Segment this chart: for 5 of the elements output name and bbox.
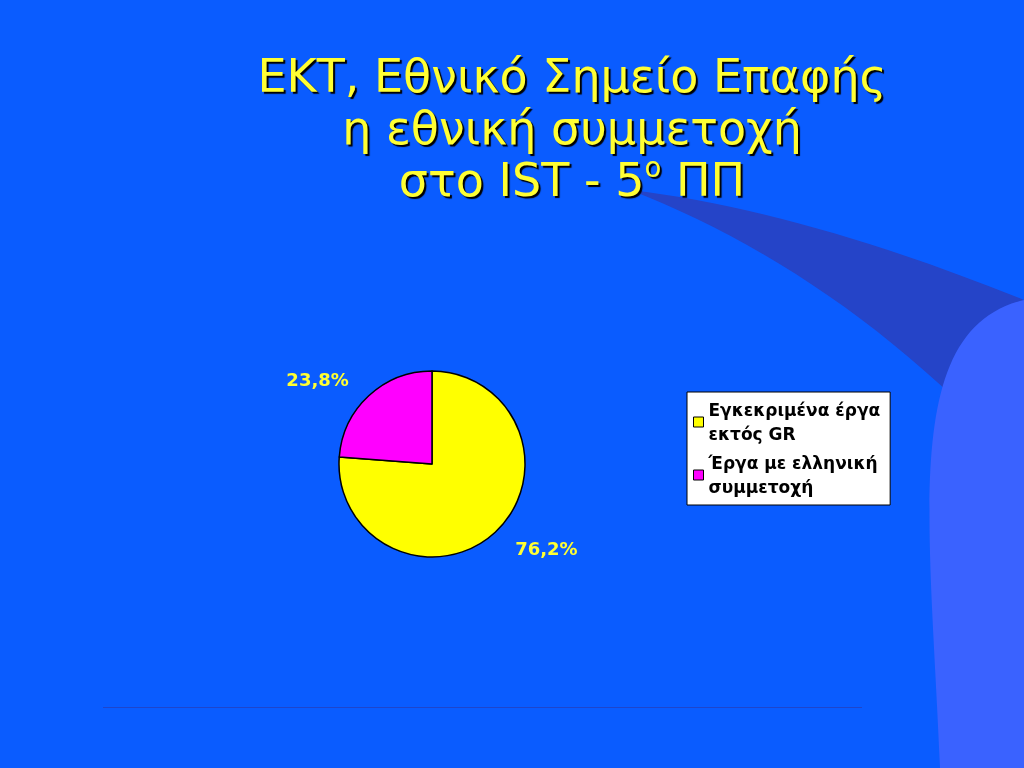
data-label: 76,2% xyxy=(515,537,578,559)
legend-label: Έργα με ελληνική συμμετοχή xyxy=(707,453,878,497)
legend-label: Εγκεκριμένα έργα εκτός GR xyxy=(708,400,881,444)
chart-title: ΕΚΤ, Εθνικό Σημείο Επαφής η εθνική συμμετοχή στο IST - 5$^{ο}$ ΠΠ xyxy=(256,49,888,209)
data-label: 23,8% xyxy=(286,369,349,391)
